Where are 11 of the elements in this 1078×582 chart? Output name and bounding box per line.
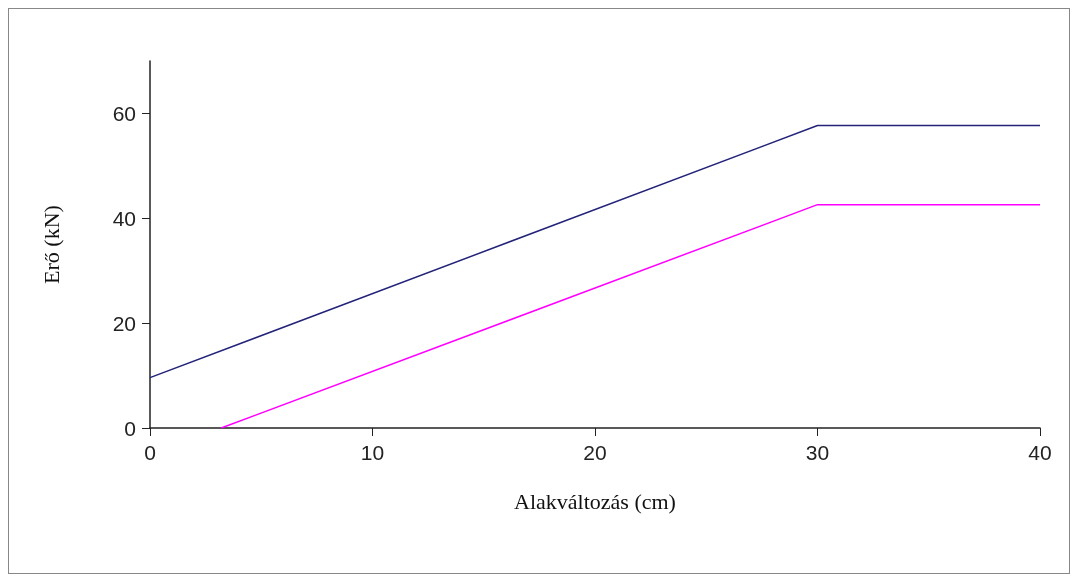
x-tick-label: 40 [1028,441,1052,464]
x-tick-label: 0 [144,441,156,464]
x-tick-label: 30 [805,441,830,464]
x-axis-title: Alakváltozás (cm) [514,488,676,514]
y-tick-label: 60 [112,101,136,125]
y-axis-title: Erő (kN) [38,205,64,284]
y-tick-label: 40 [112,206,136,230]
y-tick-label: 0 [124,416,136,440]
x-tick-label: 10 [360,441,385,464]
x-tick-label: 20 [583,441,607,464]
y-tick-label: 20 [112,311,136,335]
